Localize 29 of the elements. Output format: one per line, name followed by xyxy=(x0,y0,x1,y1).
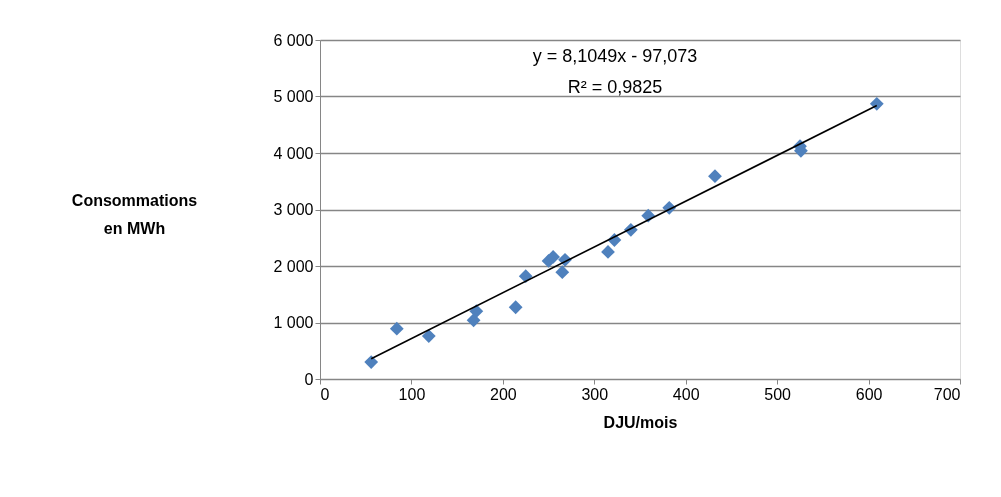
x-tick-label: 400 xyxy=(672,385,700,403)
y-tick-label: 6 000 xyxy=(273,31,314,49)
point xyxy=(389,321,404,336)
x-axis-title: DJU/mois xyxy=(603,413,678,431)
y-axis-title: Consommations en MWh xyxy=(71,191,198,237)
y-tick-label: 1 000 xyxy=(273,314,314,331)
point xyxy=(555,265,570,280)
point xyxy=(364,355,379,369)
x-tick-label: 600 xyxy=(855,385,883,403)
point xyxy=(508,300,523,315)
x-tick-label: 500 xyxy=(764,385,792,403)
y-tick-label: 5 000 xyxy=(273,88,314,105)
x-tick-label: 0 xyxy=(320,385,330,403)
x-tick-label: 700 xyxy=(933,385,961,403)
point xyxy=(708,169,722,184)
x-tick-label: 100 xyxy=(398,385,426,403)
point xyxy=(518,269,533,284)
y-tick-label: 0 xyxy=(304,370,314,388)
x-tick-label: 200 xyxy=(490,385,517,403)
y-tick-label: 3 000 xyxy=(273,201,314,218)
point xyxy=(466,313,481,328)
point xyxy=(546,250,561,264)
point xyxy=(421,329,436,343)
annotation: y = 8,1049x - 97,073 xyxy=(532,46,698,66)
point xyxy=(601,244,615,259)
annotation: R² = 0,9825 xyxy=(567,77,663,97)
y-tick-label: 4 000 xyxy=(273,144,314,162)
y-tick-label: 2 000 xyxy=(273,257,314,275)
x-tick-label: 300 xyxy=(581,385,609,403)
